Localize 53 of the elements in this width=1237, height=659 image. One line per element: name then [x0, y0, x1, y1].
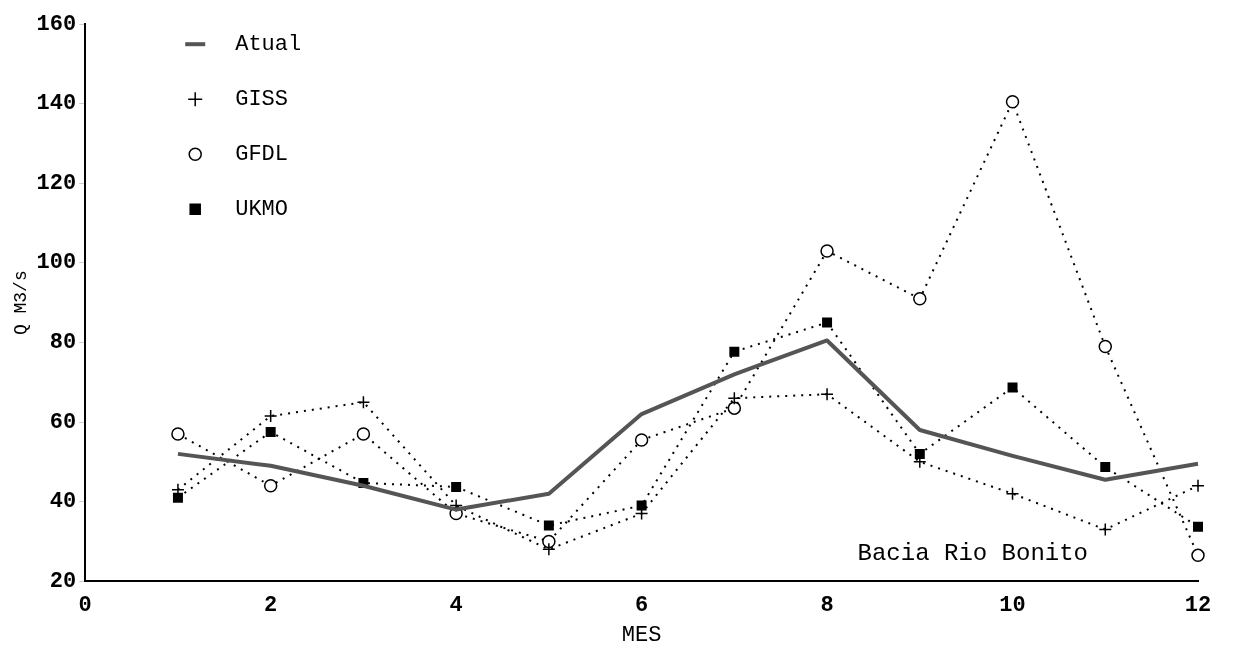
point	[449, 498, 463, 513]
x-tick-label: 10	[999, 592, 1026, 618]
point	[1191, 478, 1205, 493]
x-tick-label: 8	[820, 592, 834, 618]
point	[1098, 339, 1113, 354]
legend-label: UKMO	[235, 197, 289, 223]
point	[914, 448, 925, 459]
y-tick-label: 100	[36, 250, 77, 276]
x-tick-label: 12	[1184, 592, 1212, 618]
point	[636, 500, 647, 511]
y-tick-label: 20	[49, 568, 77, 594]
legend-label: GISS	[235, 87, 289, 113]
x-tick-label: 2	[264, 592, 278, 618]
point	[913, 291, 927, 306]
point	[1007, 382, 1018, 393]
y-tick-label: 40	[49, 489, 77, 515]
point	[727, 391, 742, 405]
x-tick-label: 0	[78, 592, 92, 618]
point	[729, 346, 740, 357]
point	[356, 427, 371, 441]
x-axis-title: MES	[621, 622, 662, 648]
point	[263, 478, 278, 493]
y-tick-label: 60	[49, 409, 77, 435]
legend-label: GFDL	[235, 142, 289, 168]
point	[820, 244, 834, 258]
point	[542, 534, 556, 549]
y-axis-title: Q M3/s	[10, 270, 31, 336]
point	[171, 427, 185, 441]
point	[451, 481, 462, 492]
point	[634, 433, 649, 447]
y-tick-label: 120	[36, 170, 77, 196]
point	[1100, 462, 1111, 473]
point	[820, 387, 834, 401]
point	[822, 317, 833, 328]
point	[542, 542, 556, 557]
point	[172, 492, 183, 503]
y-tick-label: 140	[36, 91, 77, 117]
annotation: Bacia Rio Bonito	[857, 539, 1088, 567]
point	[727, 401, 742, 415]
legend-label: Atual	[235, 32, 302, 58]
point	[543, 520, 554, 531]
point	[1191, 548, 1205, 563]
x-tick-label: 6	[635, 592, 649, 618]
y-tick-label: 160	[36, 11, 77, 37]
point	[265, 427, 276, 437]
point	[1005, 95, 1020, 109]
x-tick-label: 4	[449, 592, 463, 618]
point	[356, 395, 371, 409]
point	[1005, 486, 1020, 501]
y-tick-label: 80	[49, 330, 77, 356]
point	[263, 409, 278, 423]
point	[1098, 522, 1113, 537]
point	[1193, 521, 1203, 532]
